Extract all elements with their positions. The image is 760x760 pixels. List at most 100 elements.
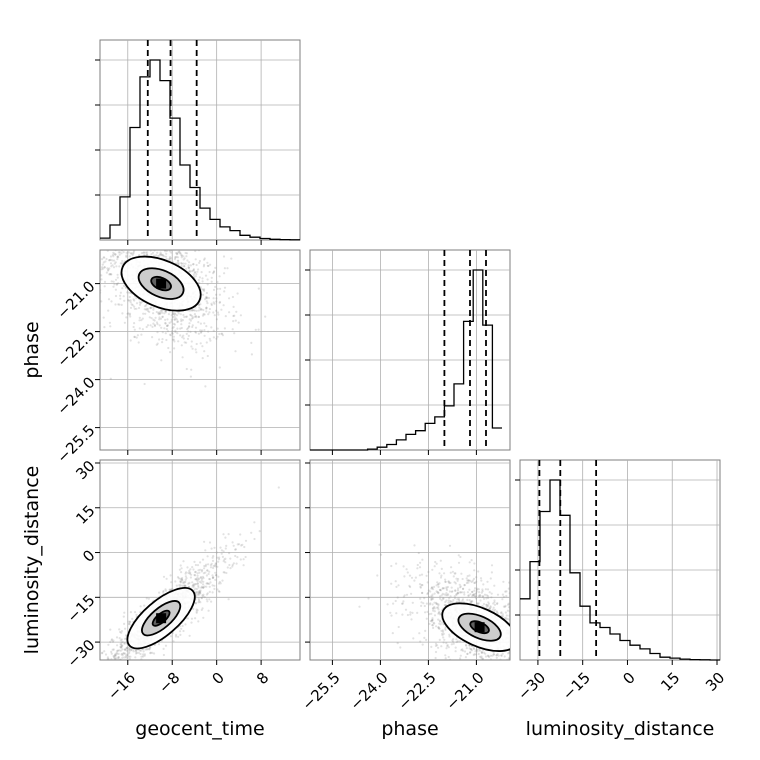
sample-point [199, 590, 202, 593]
sample-point [158, 253, 162, 256]
sample-point [501, 652, 504, 655]
sample-point [447, 646, 450, 649]
sample-point [454, 572, 457, 575]
sample-point [212, 336, 215, 339]
sample-point [421, 643, 424, 646]
sample-point [239, 314, 242, 317]
sample-point [192, 607, 195, 611]
sample-point [207, 296, 210, 300]
sample-point [181, 356, 184, 359]
sample-point [439, 623, 442, 626]
sample-point [125, 254, 128, 257]
sample-point [173, 323, 176, 326]
sample-point [264, 315, 267, 318]
scatter-luminosity-distance-vs-geocent-time-panel [95, 459, 301, 665]
sample-point [442, 632, 445, 636]
sample-point [458, 600, 461, 603]
sample-point [119, 649, 122, 652]
sample-point [170, 314, 173, 317]
sample-point [163, 255, 166, 258]
sample-point [184, 580, 187, 583]
sample-point [456, 587, 460, 590]
sample-point [485, 605, 488, 609]
sample-point [198, 281, 201, 284]
sample-point [508, 581, 510, 584]
sample-point [171, 332, 174, 335]
sample-point [495, 656, 498, 659]
sample-point [243, 545, 246, 549]
sample-point [135, 651, 139, 655]
sample-point [201, 607, 204, 610]
sample-point [480, 579, 483, 582]
sample-point [486, 604, 490, 607]
sample-point [202, 586, 205, 589]
sample-point [480, 591, 483, 594]
sample-point [172, 335, 175, 338]
sample-point [200, 581, 203, 584]
sample-point [108, 273, 111, 276]
sample-point [169, 351, 172, 354]
sample-point [471, 595, 474, 598]
sample-point [116, 649, 119, 652]
sample-point [214, 266, 217, 269]
sample-point [489, 577, 492, 580]
sample-point [508, 658, 510, 660]
sample-point [228, 552, 231, 555]
sample-point [190, 617, 194, 620]
sample-point [129, 306, 133, 309]
sample-point [176, 259, 179, 262]
sample-point [112, 285, 115, 288]
sample-point [499, 611, 503, 615]
sample-point [150, 317, 153, 320]
sample-point [165, 250, 168, 253]
sample-point [118, 303, 121, 306]
sample-point [109, 273, 112, 276]
sample-point [454, 646, 457, 649]
sample-point [187, 334, 190, 337]
sample-point [179, 633, 182, 637]
sample-point [126, 653, 129, 656]
sample-point [182, 629, 185, 633]
sample-point [183, 265, 186, 268]
sample-point [500, 654, 503, 657]
sample-point [189, 576, 192, 579]
sample-point [133, 322, 136, 325]
sample-point [421, 591, 424, 595]
sample-point [158, 324, 161, 327]
sample-point [201, 293, 205, 296]
sample-point [488, 607, 491, 610]
sample-point [150, 253, 153, 256]
sample-point [214, 285, 217, 288]
sample-point [179, 580, 182, 583]
sample-point [180, 627, 183, 630]
sample-point [120, 644, 124, 647]
histogram-phase-panel [305, 249, 511, 455]
sample-point [447, 601, 450, 604]
sample-point [432, 597, 435, 600]
sample-point [179, 564, 182, 567]
sample-point [502, 595, 505, 598]
sample-point [151, 336, 154, 339]
sample-point [192, 586, 195, 589]
sample-point [437, 608, 440, 611]
sample-point [164, 318, 167, 321]
sample-point [208, 582, 211, 586]
sample-point [143, 604, 146, 607]
sample-point [420, 573, 424, 576]
sample-point [111, 648, 114, 651]
sample-point [466, 575, 469, 578]
sample-point [446, 594, 449, 597]
sample-point [196, 574, 199, 577]
sample-point [197, 332, 200, 335]
sample-point [128, 622, 131, 625]
sample-point [195, 351, 198, 354]
sample-point [435, 606, 439, 609]
sample-point [179, 252, 182, 255]
sample-point [112, 639, 115, 642]
sample-point [198, 571, 201, 574]
sample-point [419, 585, 422, 588]
sample-point [110, 265, 113, 268]
sample-point [389, 611, 392, 614]
sample-point [183, 257, 186, 260]
sample-point [191, 347, 194, 350]
